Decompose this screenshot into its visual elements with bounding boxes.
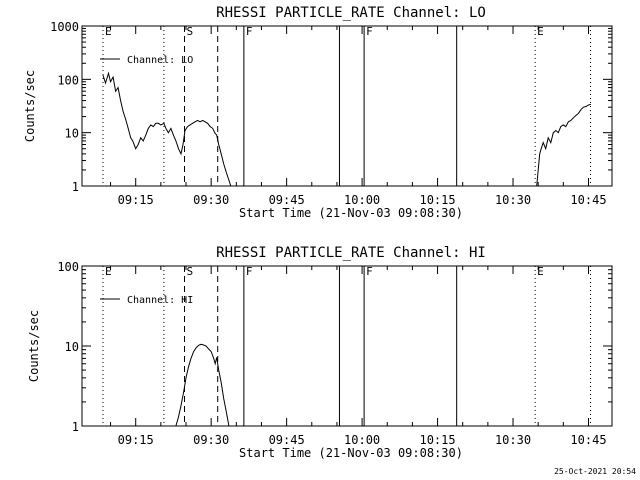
x-tick-label: 09:45 xyxy=(269,193,305,207)
event-label: E xyxy=(537,265,544,278)
event-label: F xyxy=(246,265,253,278)
x-tick-label: 10:45 xyxy=(570,193,606,207)
x-tick-label: 09:30 xyxy=(193,193,229,207)
plot-frame xyxy=(81,265,613,427)
x-axis-label: Start Time (21-Nov-03 09:08:30) xyxy=(239,446,463,460)
x-tick-label: 10:30 xyxy=(495,193,531,207)
x-tick-label: 10:45 xyxy=(570,433,606,447)
series-line xyxy=(175,343,230,426)
event-label: S xyxy=(187,25,194,38)
x-tick-label: 09:15 xyxy=(118,433,154,447)
x-axis-label: Start Time (21-Nov-03 09:08:30) xyxy=(239,206,463,220)
x-tick-label: 10:00 xyxy=(344,193,380,207)
chart-title: RHESSI PARTICLE_RATE Channel: LO xyxy=(216,5,486,21)
event-label: E xyxy=(105,265,112,278)
y-tick-label: 100 xyxy=(57,260,79,274)
event-label: E xyxy=(537,25,544,38)
series-group xyxy=(175,343,230,426)
event-label: F xyxy=(366,25,373,38)
footer-timestamp: 25-Oct-2021 20:54 xyxy=(554,467,636,476)
x-tick-label: 10:15 xyxy=(419,433,455,447)
y-axis-label: Counts/sec xyxy=(23,70,37,142)
plot-frame xyxy=(81,25,613,187)
series-group xyxy=(102,71,592,186)
y-tick-label: 1000 xyxy=(50,20,79,34)
y-tick-label: 1 xyxy=(72,420,79,434)
legend-label: Channel: HI xyxy=(127,295,193,306)
x-tick-label: 10:00 xyxy=(344,433,380,447)
x-tick-label: 10:15 xyxy=(419,193,455,207)
chart-title: RHESSI PARTICLE_RATE Channel: HI xyxy=(216,245,486,261)
x-tick-label: 09:30 xyxy=(193,433,229,447)
panel-1: RHESSI PARTICLE_RATE Channel: HI Counts/s… xyxy=(27,245,613,460)
y-tick-label: 10 xyxy=(65,340,79,354)
panel-0: RHESSI PARTICLE_RATE Channel: LO Counts/s… xyxy=(23,5,613,220)
x-tick-label: 09:45 xyxy=(269,433,305,447)
series-line xyxy=(536,103,592,186)
event-label: F xyxy=(246,25,253,38)
event-label: E xyxy=(105,25,112,38)
event-label: F xyxy=(366,265,373,278)
x-tick-label: 10:30 xyxy=(495,433,531,447)
y-axis-label: Counts/sec xyxy=(27,310,41,382)
y-tick-label: 1 xyxy=(72,180,79,194)
x-tick-label: 09:15 xyxy=(118,193,154,207)
event-label: S xyxy=(187,265,194,278)
y-tick-label: 10 xyxy=(65,127,79,141)
legend-label: Channel: LO xyxy=(127,55,193,66)
series-line xyxy=(102,71,232,186)
y-tick-label: 100 xyxy=(57,73,79,87)
